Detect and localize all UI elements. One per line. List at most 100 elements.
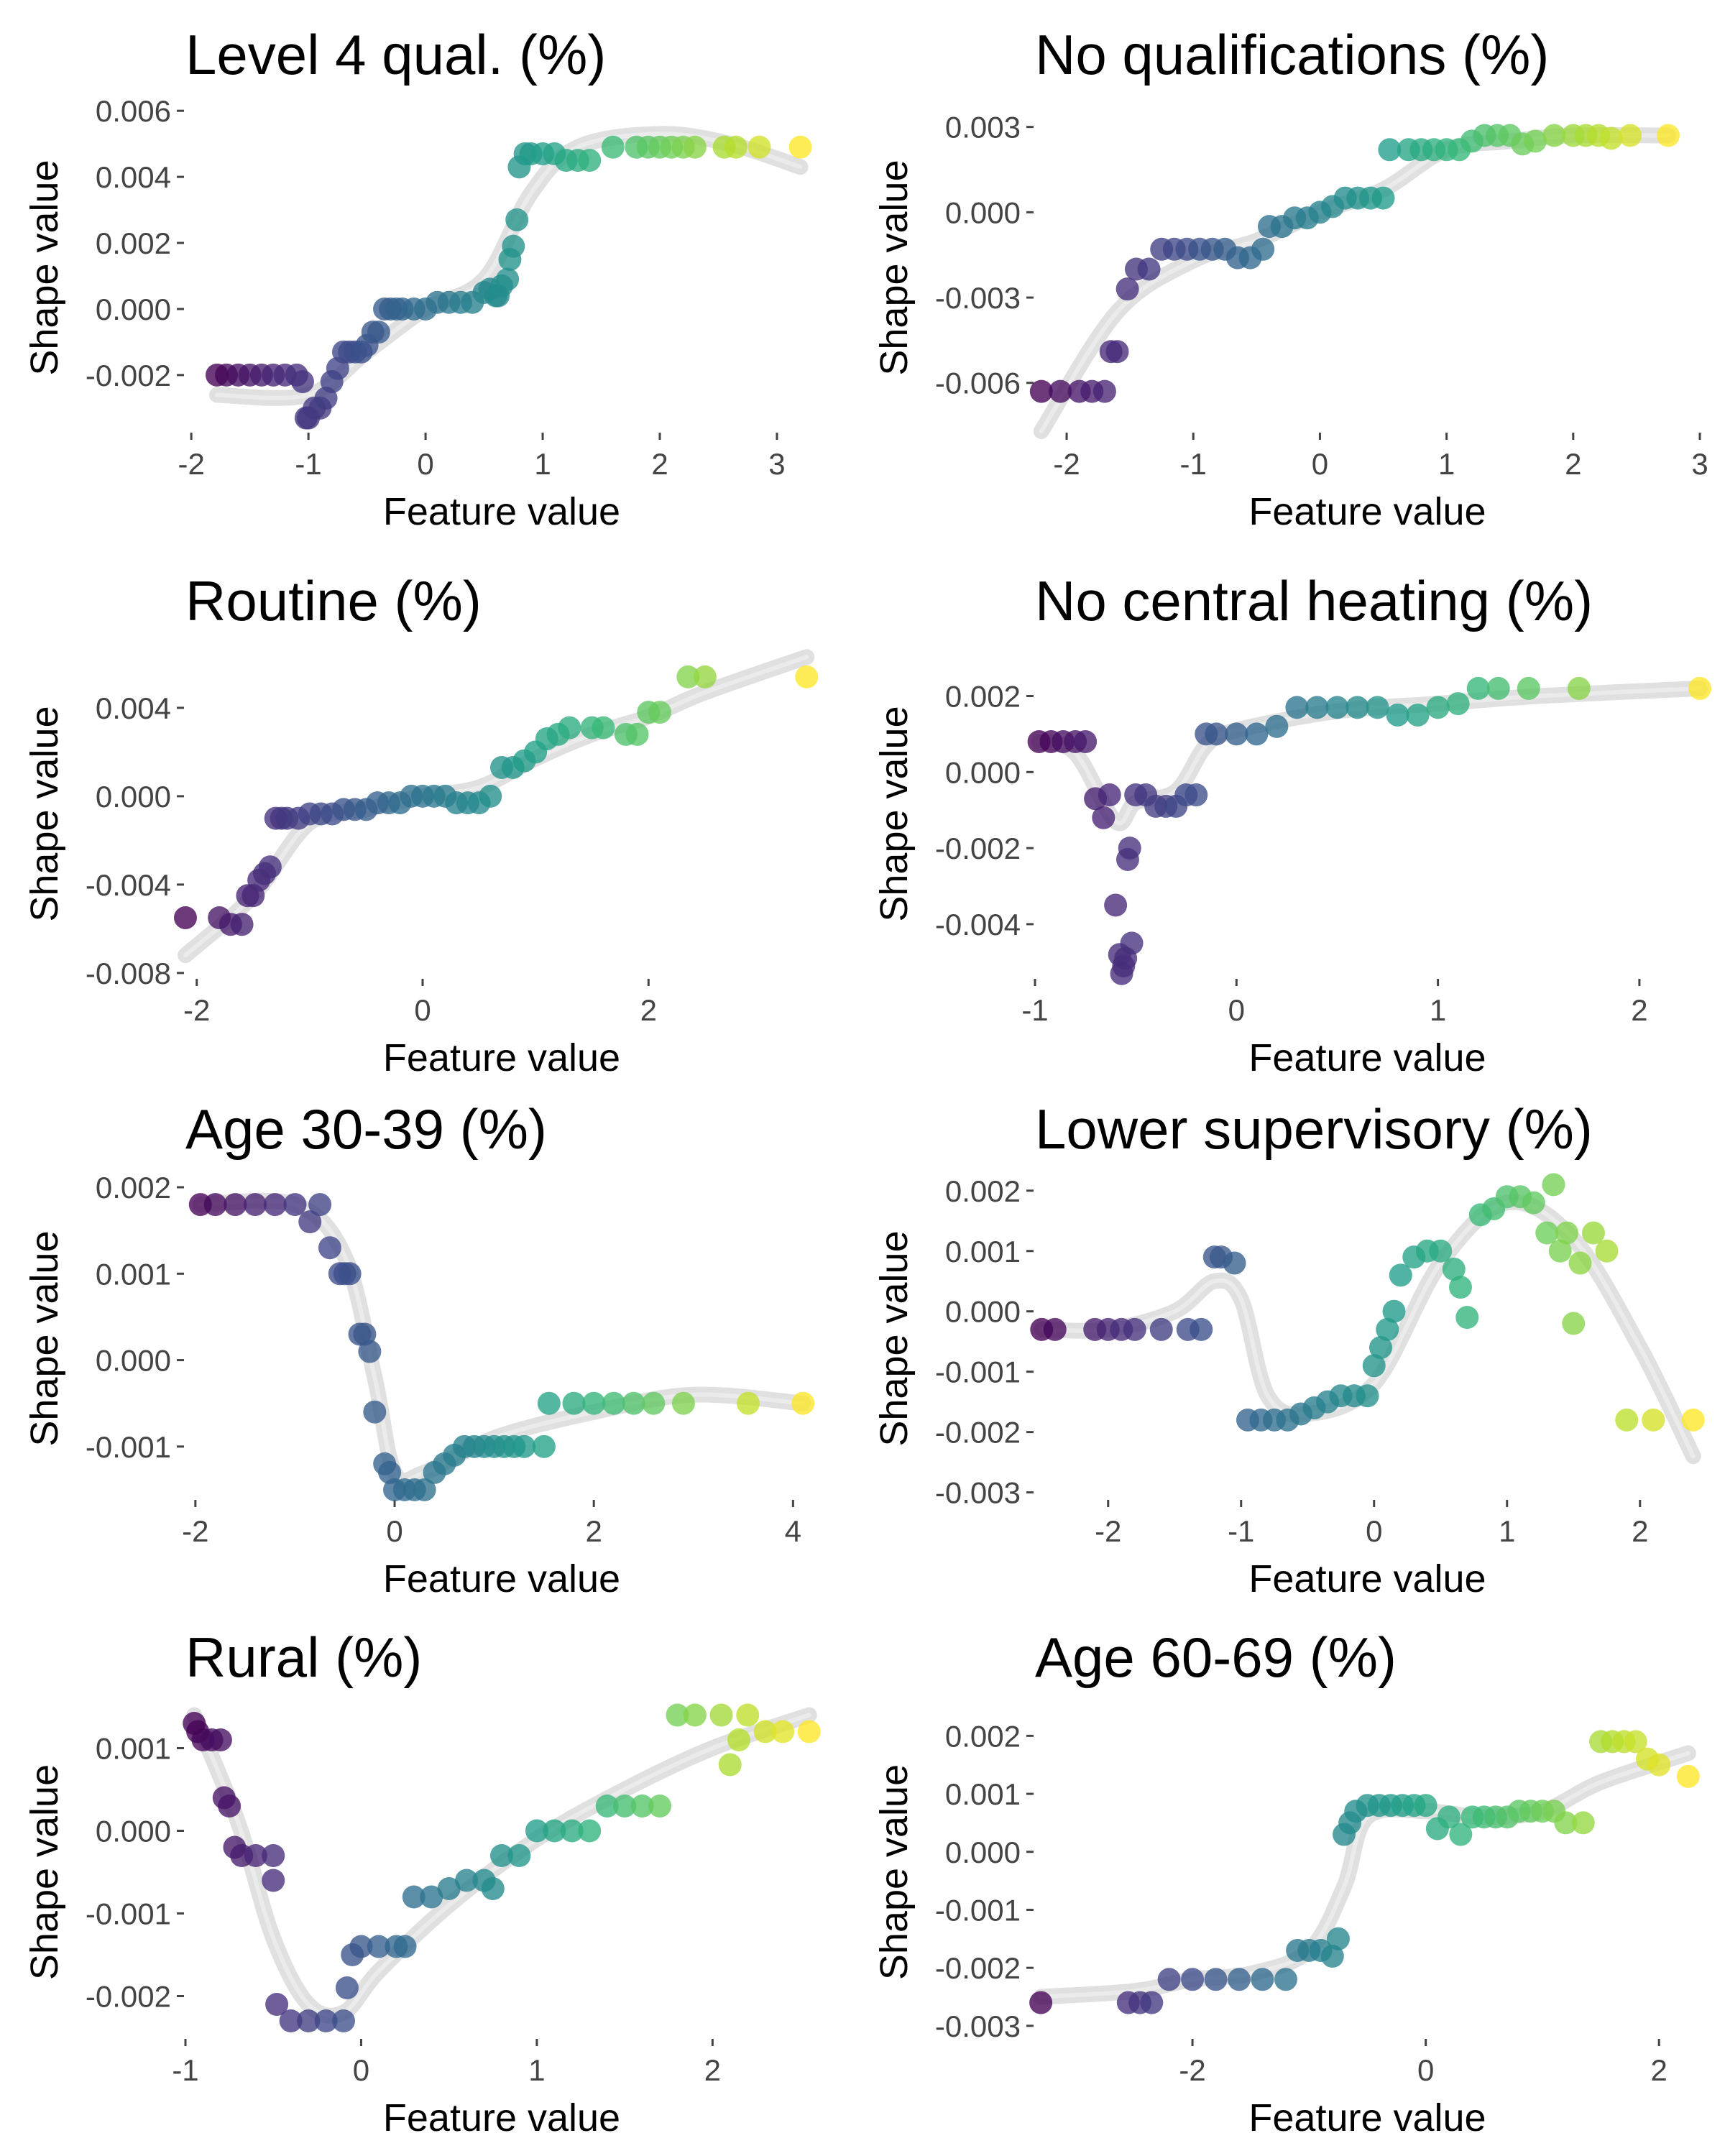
panel-1: Level 4 qual. (%) Shape value Feature valu… <box>23 23 812 533</box>
y-axis-label: Shape value <box>23 160 66 375</box>
data-point <box>218 1795 242 1818</box>
data-point <box>748 135 771 159</box>
data-point <box>1548 1239 1572 1263</box>
data-point <box>578 1819 602 1843</box>
panel-title: Lower supervisory (%) <box>1035 1097 1593 1161</box>
y-tick-label: -0.001 <box>86 1430 171 1464</box>
panel-5: Age 30-39 (%) Shape value Feature value -0.… <box>23 1097 815 1600</box>
data-point <box>1688 676 1711 700</box>
data-point <box>771 1720 795 1743</box>
data-point <box>1029 379 1053 403</box>
data-point <box>1647 1753 1671 1777</box>
x-tick-label: 1 <box>528 2053 545 2087</box>
y-tick-label: 0.002 <box>96 1171 171 1204</box>
data-point <box>1123 1317 1146 1341</box>
data-point <box>1486 676 1510 700</box>
data-point <box>1049 379 1072 403</box>
x-tick-label: -2 <box>1179 2053 1205 2087</box>
x-tick-label: 0 <box>417 447 433 481</box>
data-point <box>1204 1968 1228 1991</box>
x-tick-label: 0 <box>1417 2053 1434 2087</box>
data-point <box>1442 1257 1466 1281</box>
y-axis-label: Shape value <box>873 1230 916 1446</box>
data-point <box>1406 703 1430 727</box>
x-tick-label: -2 <box>1053 447 1080 481</box>
data-point <box>265 1993 289 2016</box>
x-tick-label: 2 <box>640 993 657 1027</box>
data-point <box>582 1391 606 1415</box>
data-point <box>1599 126 1623 150</box>
data-point <box>402 1885 426 1909</box>
x-axis-label: Feature value <box>1248 2096 1486 2139</box>
data-point <box>244 1844 267 1867</box>
y-tick-label: -0.006 <box>935 367 1021 400</box>
x-tick-label: 1 <box>1438 447 1455 481</box>
data-point <box>1116 277 1139 301</box>
x-tick-label: -1 <box>1180 447 1207 481</box>
y-axis-label: Shape value <box>23 706 66 921</box>
data-point <box>1366 696 1389 719</box>
data-point <box>1305 696 1329 719</box>
data-point <box>1346 696 1369 719</box>
data-point <box>496 267 520 291</box>
data-point <box>753 1720 777 1743</box>
data-point <box>602 1391 625 1415</box>
data-point <box>262 1844 285 1867</box>
x-axis-label: Feature value <box>383 2096 620 2139</box>
data-point <box>298 1210 322 1234</box>
data-point <box>358 1340 382 1363</box>
panel-title: Age 30-39 (%) <box>185 1097 547 1161</box>
y-tick-label: 0.002 <box>945 1174 1021 1208</box>
data-point <box>318 1236 341 1260</box>
data-point <box>562 1391 586 1415</box>
data-point <box>1149 1317 1173 1341</box>
x-tick-label: -2 <box>178 447 204 481</box>
data-point <box>1326 1927 1350 1950</box>
data-point <box>1426 696 1450 719</box>
x-tick-label: -1 <box>295 447 321 481</box>
y-tick-label: 0.002 <box>945 679 1021 713</box>
data-point <box>1184 783 1208 807</box>
data-point <box>1562 1312 1586 1335</box>
x-tick-label: 2 <box>1651 2053 1668 2087</box>
data-point <box>1455 1306 1479 1330</box>
y-tick-label: -0.002 <box>935 1416 1021 1450</box>
y-tick-label: 0.000 <box>96 1815 171 1848</box>
data-point <box>1642 1408 1665 1432</box>
x-tick-label: 2 <box>1565 447 1581 481</box>
y-tick-label: 0.004 <box>96 691 171 725</box>
y-tick-label: -0.001 <box>86 1897 171 1931</box>
data-point <box>724 135 748 159</box>
data-point <box>1389 1263 1412 1287</box>
x-tick-label: 0 <box>1312 447 1328 481</box>
panel-title: Age 60-69 (%) <box>1035 1626 1397 1689</box>
data-point <box>332 2009 355 2032</box>
data-point <box>263 1193 287 1217</box>
x-tick-label: 1 <box>534 447 551 481</box>
data-point <box>367 321 390 344</box>
data-point <box>648 701 671 724</box>
data-point <box>297 2009 321 2032</box>
x-tick-label: 0 <box>1228 993 1245 1027</box>
smooth-line <box>192 1713 811 2018</box>
data-point <box>592 716 615 740</box>
x-axis-label: Feature value <box>1248 1557 1486 1600</box>
y-tick-label: 0.000 <box>945 1295 1021 1329</box>
data-point <box>208 1728 232 1751</box>
x-axis-label: Feature value <box>383 1557 620 1600</box>
data-point <box>244 1193 267 1217</box>
data-point <box>558 716 581 740</box>
data-point <box>1362 1354 1386 1378</box>
data-point <box>791 1391 815 1415</box>
panel-2: No qualifications (%) Shape value Feature … <box>873 23 1708 533</box>
data-point <box>1092 806 1116 829</box>
x-tick-label: -2 <box>182 1514 208 1548</box>
data-point <box>709 1703 733 1727</box>
data-point <box>1386 703 1409 727</box>
data-point <box>578 149 602 172</box>
data-point <box>378 1460 402 1484</box>
data-point <box>1157 1968 1181 1991</box>
y-tick-label: -0.002 <box>935 831 1021 865</box>
y-tick-label: -0.002 <box>935 1951 1021 1985</box>
